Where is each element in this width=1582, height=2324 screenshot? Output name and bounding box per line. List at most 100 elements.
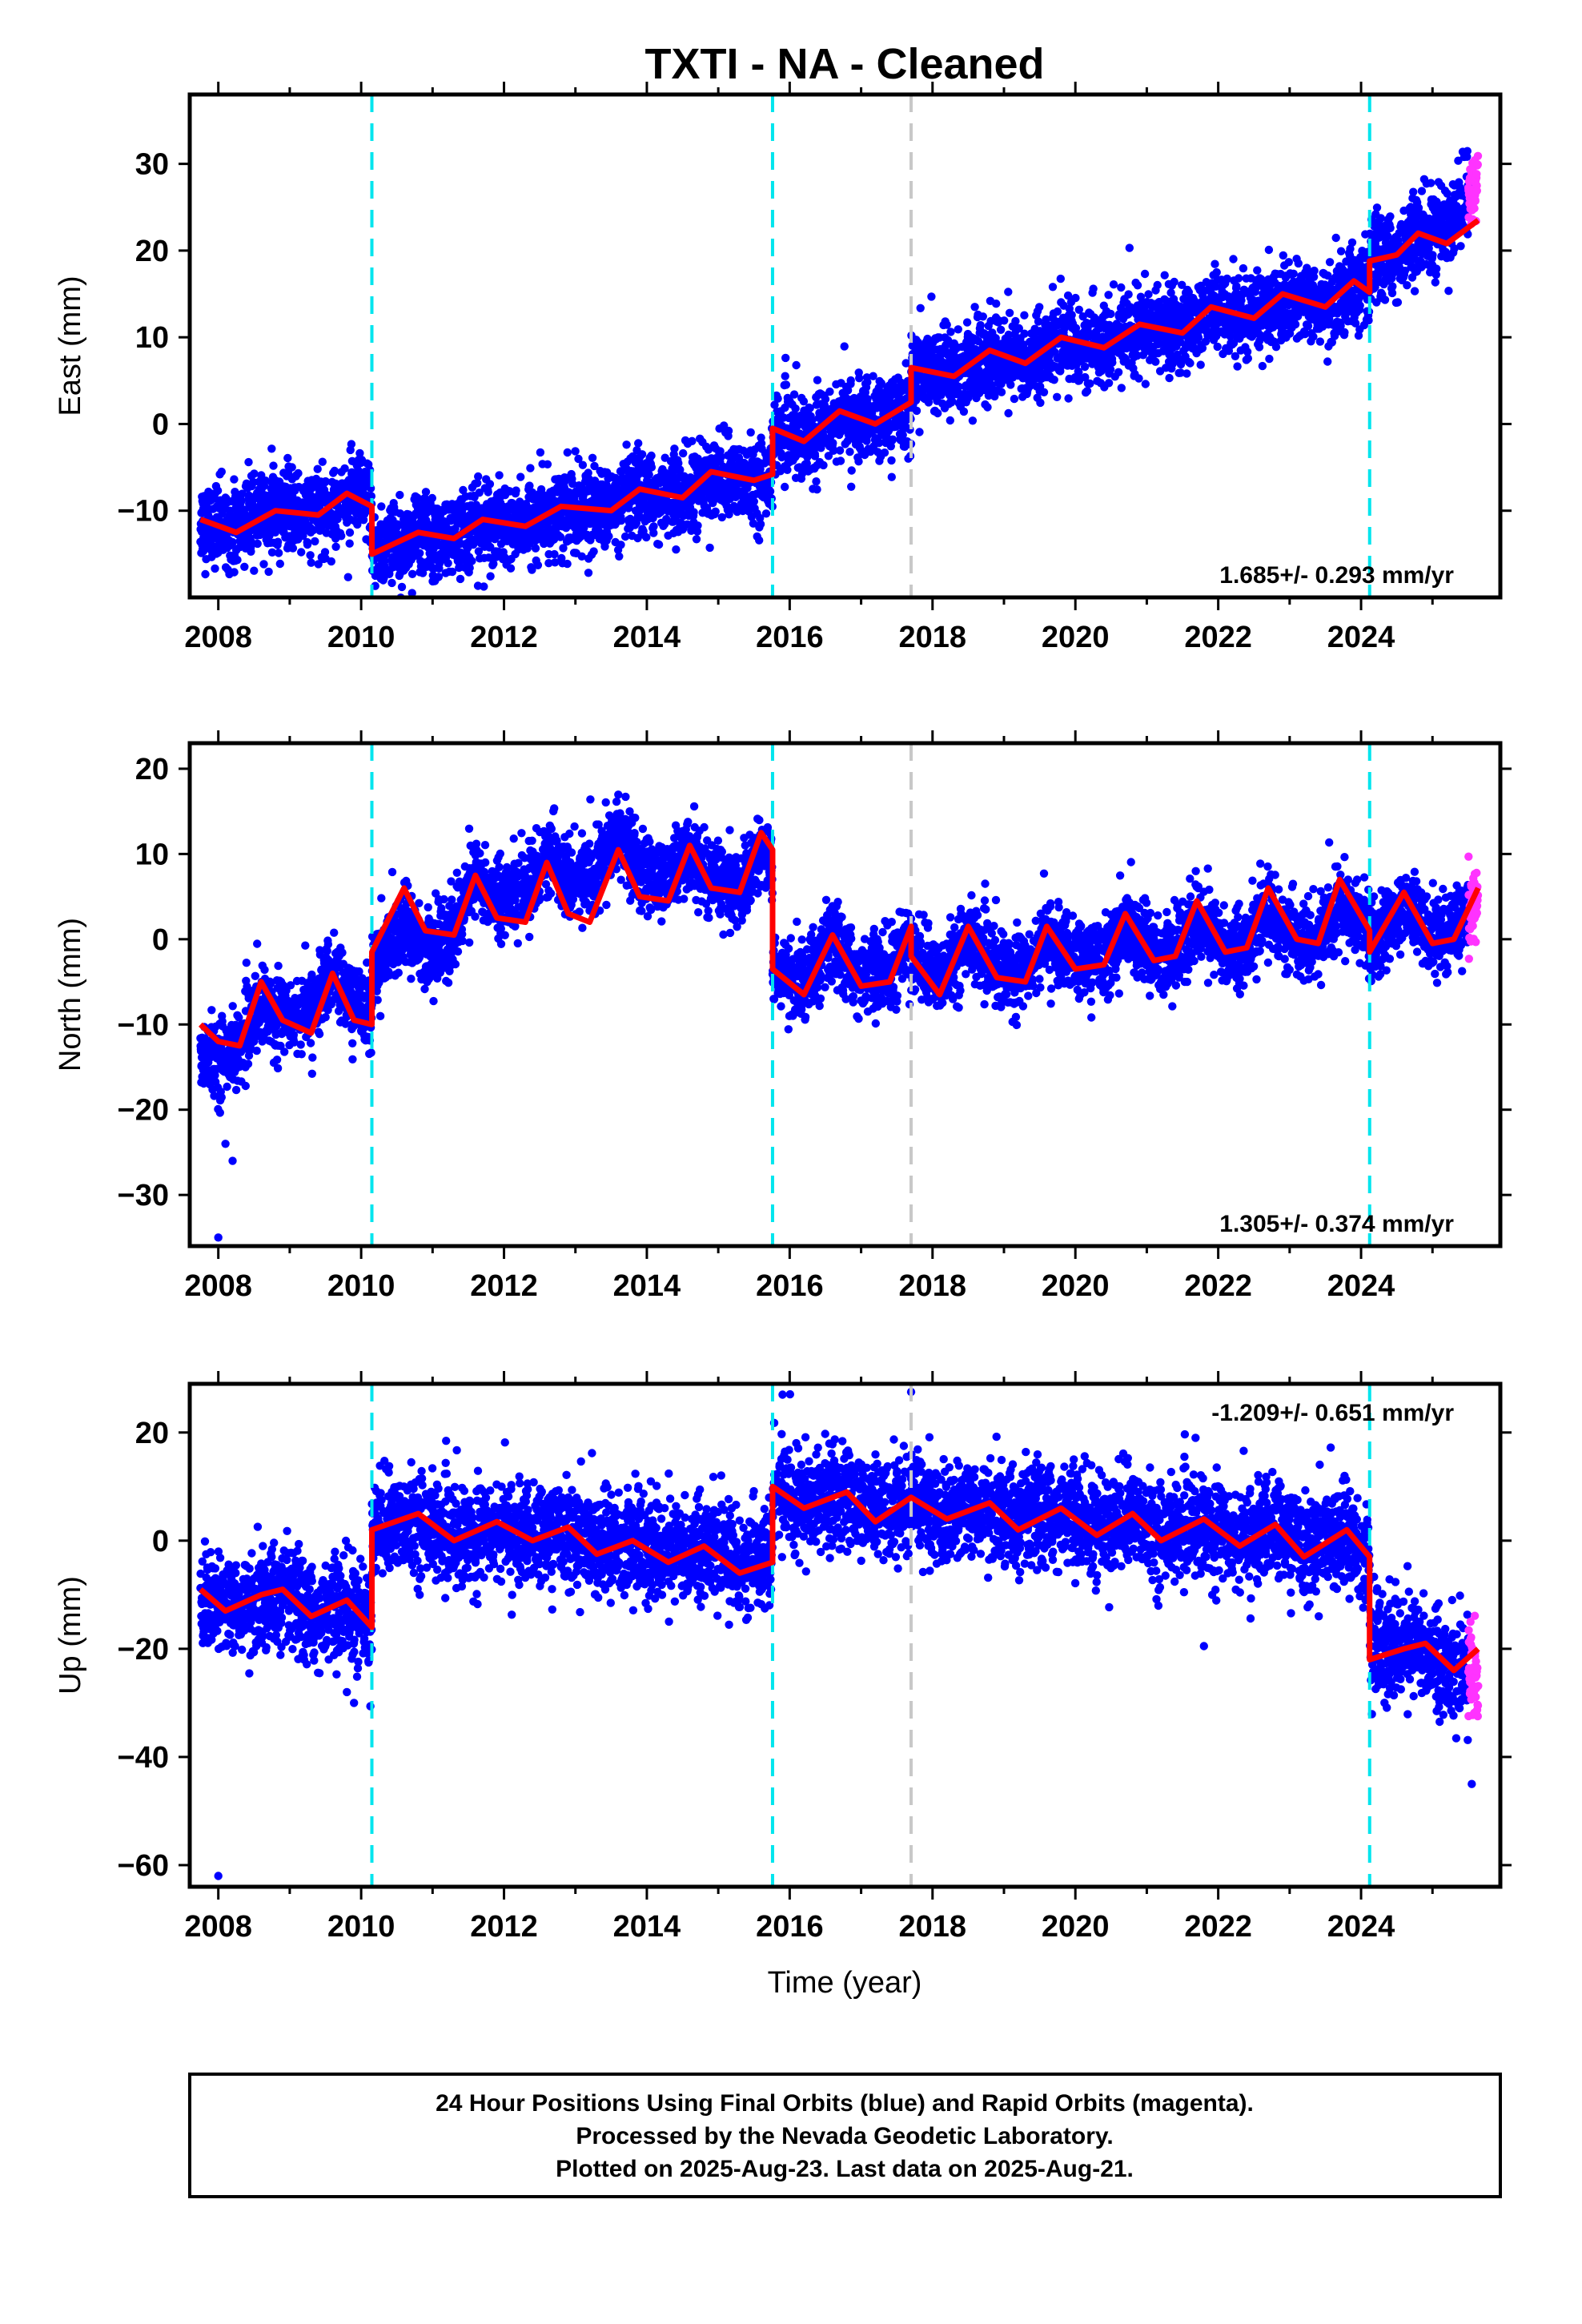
final-orbit-point bbox=[647, 451, 656, 460]
final-orbit-point bbox=[942, 320, 951, 329]
final-orbit-point bbox=[773, 394, 782, 403]
final-orbit-point bbox=[421, 488, 431, 497]
final-orbit-point bbox=[692, 535, 701, 544]
final-orbit-point bbox=[1182, 369, 1191, 378]
final-orbit-point bbox=[230, 568, 239, 577]
final-orbit-point bbox=[516, 472, 525, 481]
final-orbit-point bbox=[813, 376, 822, 384]
final-orbit-point bbox=[947, 396, 957, 405]
final-orbit-point bbox=[287, 463, 296, 472]
final-orbit-point bbox=[746, 428, 755, 437]
final-orbit-point bbox=[672, 545, 681, 554]
final-orbit-point bbox=[845, 448, 854, 456]
final-orbit-point bbox=[543, 460, 552, 468]
final-orbit-point bbox=[642, 533, 651, 542]
final-orbit-point bbox=[267, 548, 277, 557]
final-orbit-point bbox=[1289, 269, 1298, 278]
final-orbit-point bbox=[240, 562, 249, 571]
final-orbit-point bbox=[253, 539, 262, 549]
final-orbit-point bbox=[274, 549, 283, 557]
final-orbit-point bbox=[887, 456, 896, 465]
final-orbit-point bbox=[1243, 354, 1253, 363]
final-orbit-point bbox=[247, 537, 255, 546]
final-orbit-point bbox=[1253, 266, 1262, 275]
final-orbit-point bbox=[693, 521, 702, 530]
final-orbit-point bbox=[1160, 271, 1169, 279]
final-orbit-point bbox=[847, 466, 856, 475]
final-orbit-point bbox=[622, 440, 631, 449]
final-orbit-point bbox=[297, 548, 306, 557]
final-orbit-point bbox=[634, 439, 643, 448]
final-orbit-point bbox=[590, 461, 599, 471]
final-orbit-point bbox=[1124, 290, 1133, 299]
final-orbit-point bbox=[887, 472, 897, 481]
final-orbit-point bbox=[377, 502, 386, 511]
final-orbit-point bbox=[571, 447, 580, 456]
final-orbit-point bbox=[781, 353, 790, 363]
final-orbit-point bbox=[408, 569, 417, 578]
final-orbit-point bbox=[1117, 283, 1126, 292]
final-orbit-point bbox=[1232, 282, 1241, 291]
final-orbit-point bbox=[976, 320, 985, 330]
final-orbit-point bbox=[761, 509, 771, 518]
final-orbit-point bbox=[294, 468, 303, 478]
final-orbit-point bbox=[486, 572, 495, 581]
final-orbit-point bbox=[1284, 258, 1294, 267]
final-orbit-point bbox=[259, 560, 268, 569]
final-orbit-point bbox=[724, 426, 733, 436]
final-orbit-point bbox=[1004, 287, 1013, 296]
final-orbit-point bbox=[604, 532, 613, 541]
final-orbit-point bbox=[533, 561, 543, 569]
final-orbit-point bbox=[1233, 362, 1242, 371]
final-orbit-point bbox=[880, 448, 889, 457]
final-orbit-point bbox=[264, 567, 273, 577]
final-orbit-point bbox=[275, 559, 284, 569]
final-orbit-point bbox=[201, 569, 210, 579]
final-orbit-point bbox=[273, 537, 283, 546]
final-orbit-point bbox=[637, 450, 647, 459]
final-orbit-point bbox=[577, 552, 586, 561]
final-orbit-point bbox=[1229, 255, 1238, 263]
final-orbit-point bbox=[1196, 360, 1205, 369]
final-orbit-point bbox=[563, 448, 572, 457]
final-orbit-point bbox=[1071, 293, 1080, 303]
final-orbit-point bbox=[781, 482, 789, 492]
final-orbit-point bbox=[355, 448, 364, 458]
final-orbit-point bbox=[528, 565, 536, 574]
final-orbit-point bbox=[812, 477, 821, 486]
final-orbit-point bbox=[1048, 283, 1058, 292]
final-orbit-point bbox=[559, 544, 568, 553]
final-orbit-point bbox=[584, 569, 593, 577]
final-orbit-point bbox=[615, 552, 624, 561]
final-orbit-point bbox=[854, 457, 863, 466]
final-orbit-point bbox=[616, 541, 625, 549]
final-orbit-point bbox=[916, 304, 925, 312]
final-orbit-point bbox=[1106, 365, 1115, 374]
final-orbit-point bbox=[267, 444, 276, 453]
final-orbit-point bbox=[1053, 307, 1062, 316]
final-orbit-point bbox=[480, 582, 488, 591]
final-orbit-point bbox=[418, 569, 428, 577]
final-orbit-point bbox=[345, 528, 355, 537]
final-orbit-point bbox=[1056, 274, 1066, 283]
final-orbit-point bbox=[396, 490, 404, 500]
final-orbit-point bbox=[568, 480, 577, 489]
final-orbit-point bbox=[983, 403, 992, 412]
final-orbit-point bbox=[468, 557, 476, 565]
final-orbit-point bbox=[1279, 251, 1288, 260]
final-orbit-point bbox=[269, 461, 278, 470]
final-orbit-point bbox=[347, 440, 356, 448]
final-orbit-point bbox=[474, 547, 484, 556]
final-orbit-point bbox=[211, 564, 219, 573]
final-orbit-point bbox=[473, 479, 482, 488]
final-orbit-point bbox=[484, 488, 492, 497]
final-orbit-point bbox=[792, 360, 801, 370]
final-orbit-point bbox=[506, 564, 516, 573]
final-orbit-point bbox=[1108, 358, 1117, 367]
final-orbit-point bbox=[536, 448, 545, 457]
final-orbit-point bbox=[889, 435, 897, 444]
final-orbit-point bbox=[318, 457, 327, 466]
final-orbit-point bbox=[330, 466, 339, 476]
final-orbit-point bbox=[1006, 380, 1015, 389]
